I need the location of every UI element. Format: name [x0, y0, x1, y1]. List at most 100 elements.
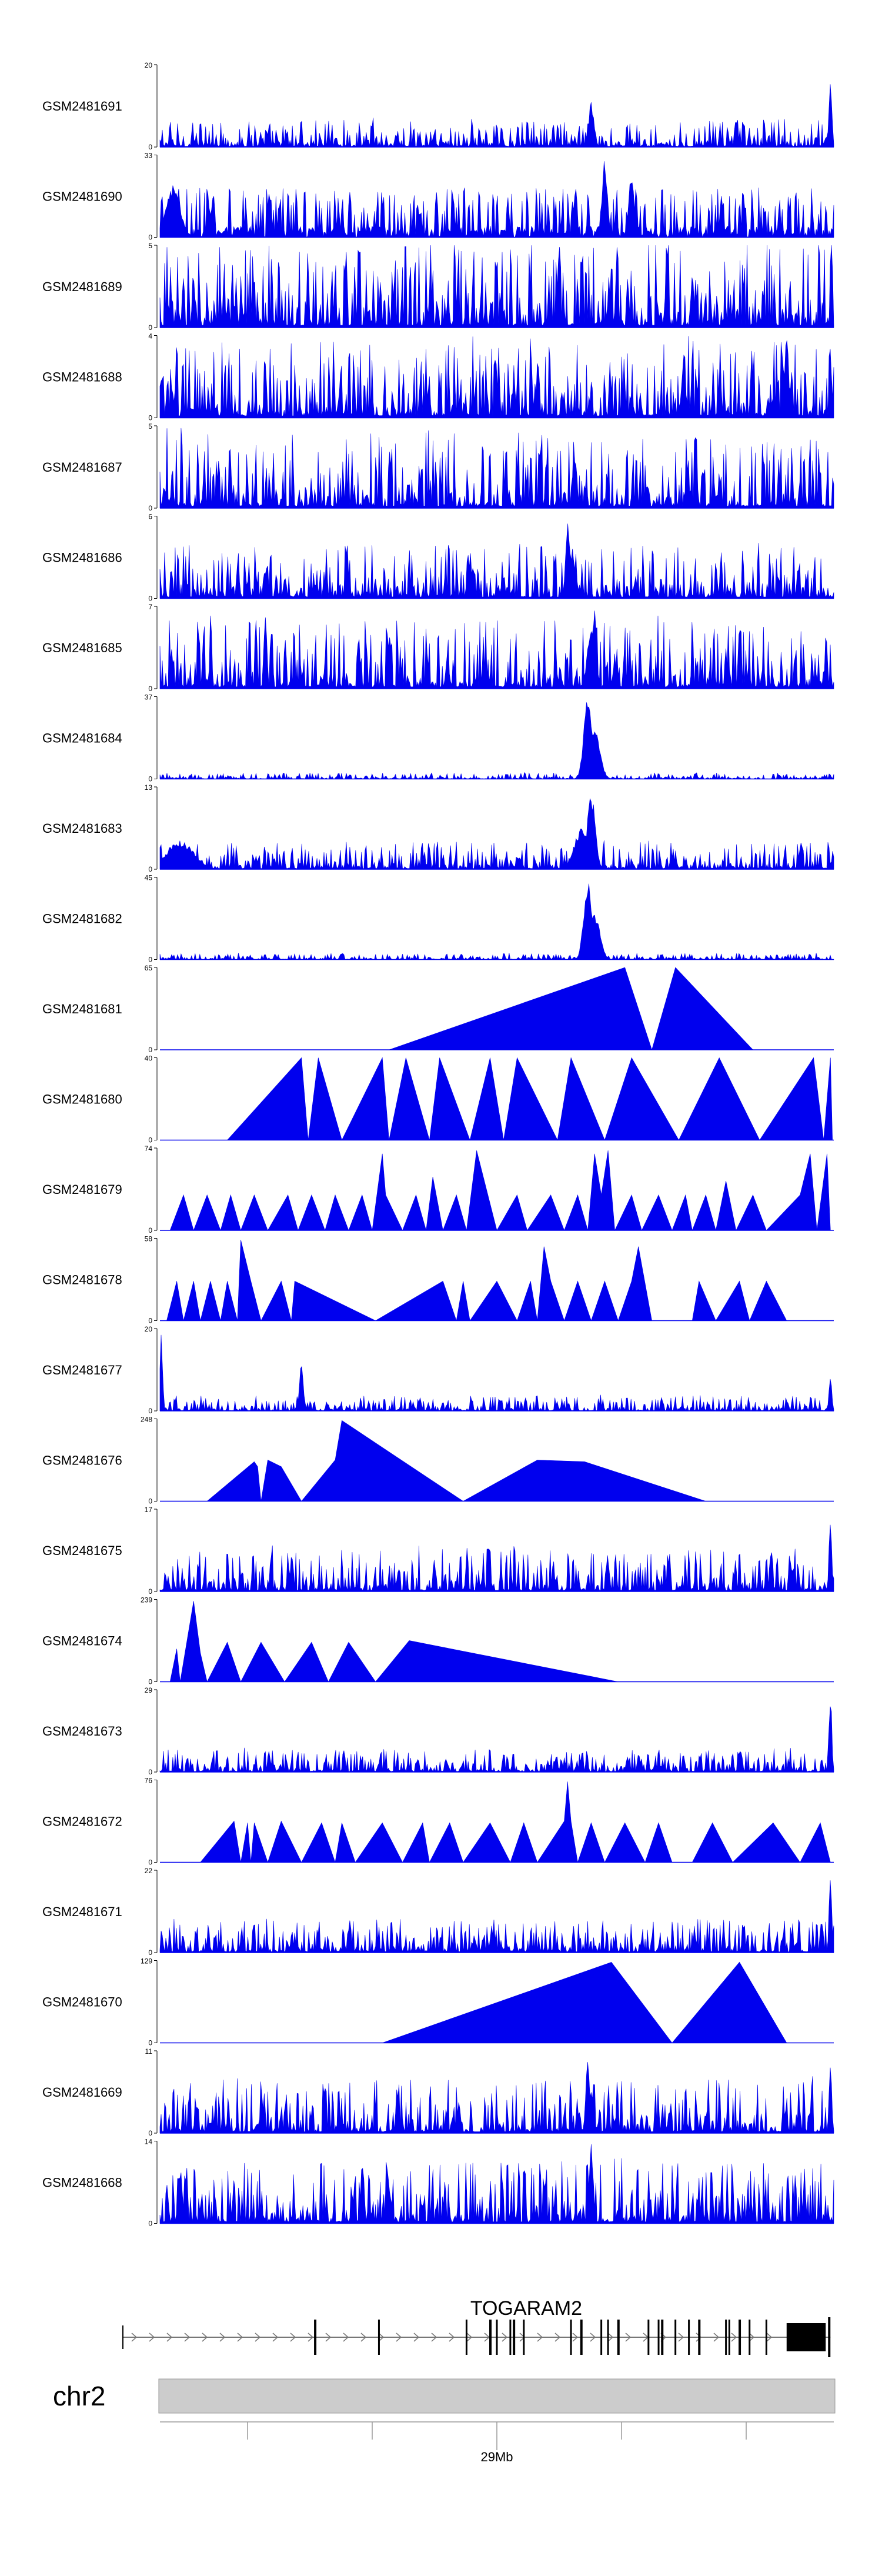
strand-arrow	[255, 2333, 261, 2342]
strand-arrow	[766, 2333, 773, 2342]
y-min-label: 0	[148, 1317, 152, 1325]
strand-arrow	[308, 2333, 314, 2342]
gene-exon	[657, 2320, 660, 2355]
strand-arrow	[449, 2333, 455, 2342]
y-max-label: 11	[145, 2047, 153, 2056]
track-label: GSM2481686	[42, 550, 122, 565]
gene-exon	[725, 2320, 727, 2355]
strand-arrow	[590, 2333, 596, 2342]
track-label: GSM2481691	[42, 99, 122, 114]
track-label: GSM2481684	[42, 731, 122, 746]
strand-arrow	[184, 2333, 191, 2342]
gene-exon	[728, 2320, 730, 2355]
coverage-area	[159, 610, 834, 689]
gene-exon	[607, 2320, 609, 2355]
track-label: GSM2481674	[42, 1634, 122, 1649]
track-GSM2481684: GSM2481684 37 0	[42, 693, 834, 783]
strand-arrow	[696, 2333, 702, 2342]
y-min-label: 0	[148, 1768, 152, 1776]
track-GSM2481675: GSM2481675 17 0	[42, 1506, 834, 1596]
y-min-label: 0	[148, 1678, 152, 1686]
coverage-area	[159, 245, 834, 328]
genome-axis-label: 29Mb	[480, 2450, 513, 2464]
strand-arrow	[325, 2333, 332, 2342]
y-max-label: 5	[148, 242, 152, 250]
track-GSM2481683: GSM2481683 13 0	[42, 783, 834, 873]
coverage-area	[159, 1880, 834, 1953]
track-label: GSM2481669	[42, 2085, 122, 2100]
strand-arrow	[678, 2333, 684, 2342]
coverage-area	[159, 161, 834, 238]
y-max-label: 5	[148, 422, 152, 431]
track-GSM2481686: GSM2481686 6 0	[42, 513, 834, 603]
y-min-label: 0	[148, 865, 152, 873]
y-max-label: 58	[145, 1235, 153, 1243]
track-GSM2481673: GSM2481673 29 0	[42, 1686, 834, 1776]
coverage-area	[159, 883, 834, 960]
gene-exon	[570, 2320, 572, 2355]
gene-exon	[523, 2320, 525, 2355]
gene-exon	[513, 2320, 516, 2355]
y-min-label: 0	[148, 1136, 152, 1144]
y-max-label: 7	[148, 603, 152, 611]
track-GSM2481669: GSM2481669 11 0	[42, 2047, 834, 2137]
gene-exon	[580, 2320, 583, 2355]
track-label: GSM2481679	[42, 1182, 122, 1197]
coverage-area	[159, 798, 834, 870]
strand-arrow	[537, 2333, 543, 2342]
track-GSM2481680: GSM2481680 40 0	[42, 1055, 834, 1144]
y-max-label: 17	[145, 1506, 153, 1514]
strand-arrow	[466, 2333, 473, 2342]
coverage-area	[159, 2144, 834, 2224]
coverage-area	[206, 1420, 706, 1502]
coverage-area	[159, 84, 834, 148]
coverage-area	[159, 2062, 834, 2134]
strand-arrow	[554, 2333, 561, 2342]
y-min-label: 0	[148, 1587, 152, 1596]
track-GSM2481671: GSM2481671 22 0	[42, 1867, 834, 1957]
track-label: GSM2481689	[42, 279, 122, 294]
track-GSM2481691: GSM2481691 20 0	[42, 61, 834, 151]
track-GSM2481682: GSM2481682 45 0	[42, 874, 834, 964]
gene-exon	[698, 2320, 701, 2355]
track-GSM2481676: GSM2481676 248 0	[42, 1416, 834, 1506]
track-label: GSM2481677	[42, 1363, 122, 1377]
track-label: GSM2481687	[42, 460, 122, 475]
ideogram-track: chr2 29Mb	[53, 2378, 836, 2464]
strand-arrow	[360, 2333, 367, 2342]
y-max-label: 22	[145, 1867, 153, 1875]
coverage-area	[159, 428, 834, 509]
y-max-label: 20	[145, 1325, 153, 1333]
chromosome-ideogram	[158, 2378, 836, 2414]
track-label: GSM2481675	[42, 1543, 122, 1558]
y-min-label: 0	[148, 1497, 152, 1506]
coverage-area	[169, 1601, 619, 1683]
strand-arrow	[219, 2333, 226, 2342]
y-max-label: 74	[145, 1144, 153, 1153]
track-GSM2481670: GSM2481670 129 0	[42, 1957, 834, 2047]
coverage-tracks: GSM2481691200GSM2481690330GSM248168950GS…	[42, 61, 834, 2228]
track-GSM2481685: GSM2481685 7 0	[42, 603, 834, 693]
track-GSM2481672: GSM2481672 76 0	[42, 1777, 834, 1867]
track-label: GSM2481676	[42, 1453, 122, 1468]
y-max-label: 239	[141, 1596, 152, 1604]
track-GSM2481668: GSM2481668 14 0	[42, 2138, 834, 2228]
y-max-label: 29	[145, 1686, 153, 1694]
y-min-label: 0	[148, 2129, 152, 2137]
y-max-label: 33	[145, 152, 153, 160]
gene-exon	[617, 2320, 620, 2355]
y-min-label: 0	[148, 2220, 152, 2228]
y-max-label: 20	[145, 61, 153, 69]
y-min-label: 0	[148, 685, 152, 693]
strand-arrow	[202, 2333, 208, 2342]
coverage-area	[159, 1334, 834, 1412]
gene-exon	[647, 2320, 650, 2355]
y-min-label: 0	[148, 2039, 152, 2047]
strand-arrow	[413, 2333, 420, 2342]
y-max-label: 129	[141, 1957, 152, 1966]
y-min-label: 0	[148, 504, 152, 512]
strand-arrow	[378, 2333, 385, 2342]
coverage-area	[166, 1240, 787, 1322]
track-label: GSM2481670	[42, 1995, 122, 2010]
